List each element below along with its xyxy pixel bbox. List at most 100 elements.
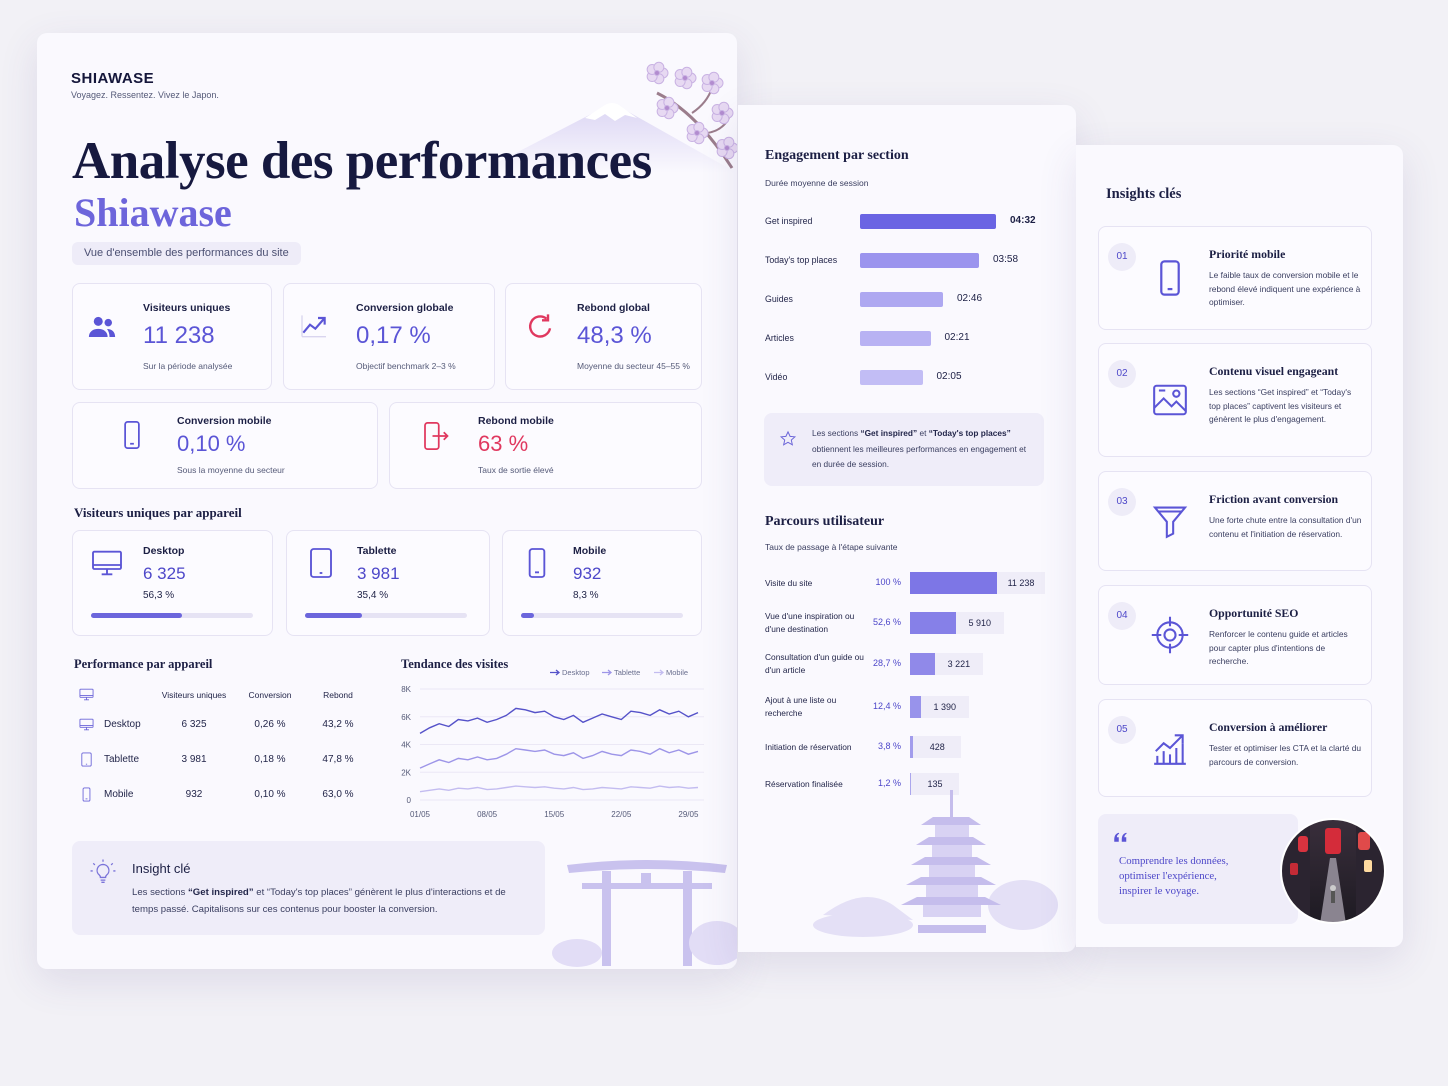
y-tick-label: 0 [407,796,412,805]
torii-decoration-shape [567,860,727,966]
image-shape [1172,389,1181,398]
cherry-decoration-shape [716,136,737,160]
refresh-shape [542,314,550,322]
table-cell: 3 981 [181,754,207,765]
torii-decoration-shape [552,939,602,967]
desktop-shape [93,564,121,576]
bar [910,572,997,594]
people-shape [88,328,108,337]
chart-title: Engagement par section [765,148,909,163]
pagoda-decoration-shape [813,880,1058,937]
table-cell: 47,8 % [322,754,354,765]
step-label: Vue d'une inspiration ou d'une destinati… [765,611,855,634]
bar [910,696,921,718]
insight-box: Insight clé Les sections “Get inspired” e… [72,841,545,935]
y-tick-label: 2K [401,768,411,777]
table-header: Conversion [248,690,292,700]
table-row-name: Mobile [104,789,134,800]
y-tick-label: 8K [401,685,411,694]
step-label: Initiation de réservation [765,741,852,752]
table-row-name: Desktop [104,719,141,730]
quote-icon [1114,832,1127,842]
progress-track [521,613,683,618]
tablet-icon [310,548,332,578]
photo-decoration-shape [1298,836,1308,852]
legend-marker [550,669,561,676]
device-count: 6 325 [143,564,186,583]
insight-card-text: Les sections “Get inspired” et “Today's … [1209,387,1352,424]
table-header: Rebond [323,690,353,700]
insight-card-title: Friction avant conversion [1209,492,1339,506]
page-subtitle: Shiawase [74,190,232,235]
insight-card-text: Tester et optimiser les CTA et la clarté… [1209,743,1362,767]
cherry-decoration-shape [654,70,660,76]
insights-title: Insights clés [1106,186,1182,202]
step-label: Ajout à une liste ou recherche [765,695,837,718]
phone-shape [1160,260,1180,296]
cherry-decoration-shape [686,121,709,145]
device-name: Desktop [143,545,185,557]
progress-bar [91,613,183,618]
torii-decoration-shape [689,921,737,965]
torii-decoration-shape [567,860,727,873]
mountain-decoration [477,103,737,173]
desktop-shape [79,725,94,731]
device-share: 56,3 % [143,590,175,601]
pagoda-decoration-shape [929,865,975,877]
insight-card-text: Renforcer le contenu guide et articles p… [1209,629,1348,666]
table-row-icon [81,752,92,767]
people-shape [93,316,103,326]
desktop-shape [92,550,122,570]
progress-bar [305,613,363,618]
value-label: 04:32 [1010,215,1036,226]
kpi-value: 0,10 % [177,431,246,456]
kpi-value: 0,17 % [356,322,431,349]
insight-card: 05 Conversion à améliorer Tester et optimi… [1098,699,1372,797]
cherry-decoration-shape [674,66,697,90]
torii-decoration-shape [602,871,611,966]
mountain-decoration-shape [477,106,737,173]
insight-card: 04 Opportunité SEO Renforcer le contenu gu… [1098,585,1372,685]
pagoda-decoration-shape [813,913,913,937]
device-card: Desktop 6 325 56,3 % [72,530,273,636]
tablet-shape [81,752,92,767]
step-track [910,696,969,718]
progress-track [305,613,467,618]
pagoda-decoration-shape [950,790,953,820]
kpi-card: Conversion globale 0,17 % Objectif benchma… [283,283,495,390]
value-label: 5 910 [968,617,992,628]
photo-decoration-shape [1330,885,1336,891]
insight-card-title: Opportunité SEO [1209,606,1299,620]
star-icon [779,430,797,446]
trend-line [419,747,699,769]
torii-decoration-shape [582,883,712,889]
device-card: Tablette 3 981 35,4 % [286,530,490,636]
legend-marker [602,669,613,676]
kpi-label: Visiteurs uniques [143,302,231,314]
overview-panel: SHIAWASE Voyagez. Ressentez. Vivez le Jap… [37,33,737,969]
chart-title: Tendance des visites [401,657,509,671]
kpi-value: 48,3 % [577,322,652,349]
photo-decoration-shape [1325,828,1341,854]
value-label: 02:21 [944,332,970,343]
bold-text: “Today's top places” [928,428,1011,438]
table-cell: 0,10 % [254,789,286,800]
torii-decoration-shape [641,873,651,885]
cherry-decoration-shape [724,145,730,151]
cherry-decoration-shape [701,71,724,95]
device-count: 3 981 [357,564,400,583]
photo-decoration-shape [1290,863,1298,875]
annotation-text: Les sections “Get inspired” et “Today's … [812,426,1034,473]
performance-title: Performance par appareil [74,657,213,671]
trend-line [419,785,699,793]
target-shape [1163,628,1177,642]
device-name: Mobile [573,545,607,557]
kpi-note: Moyenne du secteur 45–55 % [577,361,690,371]
step-rate: 3,8 % [877,741,901,751]
image-icon [1153,384,1187,416]
x-tick-label: 22/05 [611,810,632,819]
people-icon [88,316,116,337]
kpi-note: Sous la moyenne du secteur [177,465,285,475]
bar [910,612,956,634]
bar [910,653,935,675]
